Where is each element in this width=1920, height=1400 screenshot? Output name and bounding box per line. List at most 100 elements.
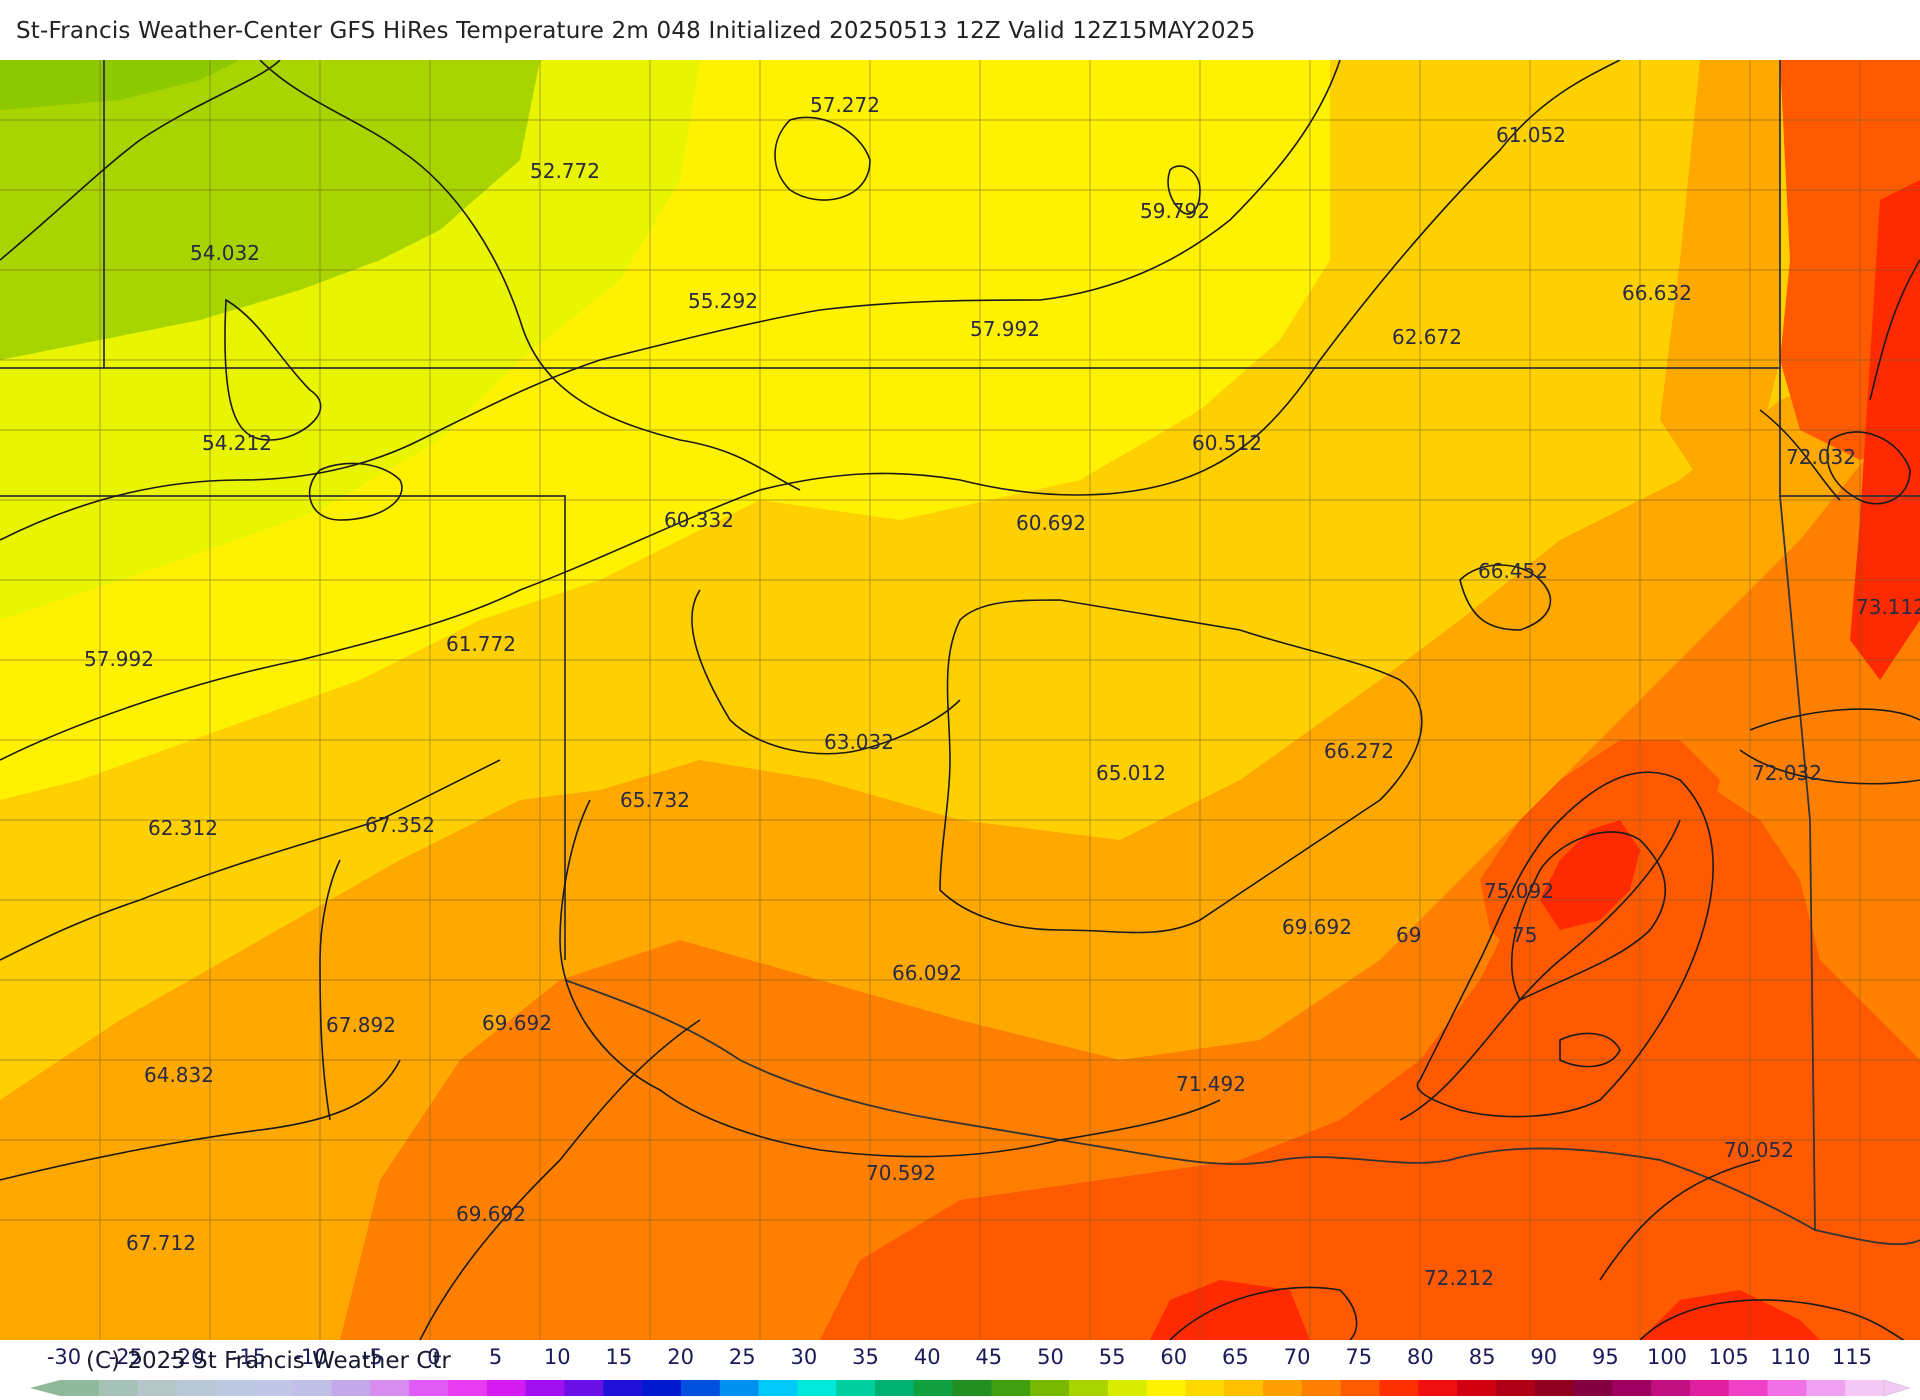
- point-label: 67.892: [326, 1013, 396, 1037]
- copyright-notice: (C) 2025 St Francis Weather Ctr: [86, 1348, 451, 1374]
- county-boundaries: [0, 60, 1920, 1340]
- colorbar-swatch: [797, 1380, 837, 1396]
- colorbar-tick-label: 105: [1709, 1345, 1749, 1369]
- fill-band-85c: [1640, 1290, 1820, 1340]
- colorbar-swatch: [836, 1380, 876, 1396]
- colorbar-swatch: [603, 1380, 643, 1396]
- colorbar-tick-label: 115: [1832, 1345, 1872, 1369]
- colorbar-tick-label: 40: [914, 1345, 941, 1369]
- colorbar-swatch: [448, 1380, 488, 1396]
- colorbar-tick-label: -20: [170, 1345, 204, 1369]
- point-label: 60.692: [1016, 511, 1086, 535]
- colorbar-swatch: [1534, 1380, 1575, 1396]
- point-label: 65.732: [620, 788, 690, 812]
- colorbar-tick-label: 60: [1160, 1345, 1187, 1369]
- colorbar-tick-label: -25: [109, 1345, 143, 1369]
- colorbar-swatch: [409, 1380, 449, 1396]
- point-label: 57.272: [810, 93, 880, 117]
- colorbar-tick-label: 25: [729, 1345, 756, 1369]
- colorbar-swatch: [1728, 1380, 1769, 1396]
- point-label: 62.312: [148, 816, 218, 840]
- point-label: 70.052: [1724, 1138, 1794, 1162]
- colorbar-swatch: [254, 1380, 294, 1396]
- colorbar-tick-label: 75: [1345, 1345, 1372, 1369]
- point-label: 60.332: [664, 508, 734, 532]
- point-label: 67.712: [126, 1231, 196, 1255]
- colorbar-swatch: [913, 1380, 954, 1396]
- colorbar-swatch: [1457, 1380, 1497, 1396]
- colorbar-swatch: [564, 1380, 604, 1396]
- colorbar-swatch: [1301, 1380, 1342, 1396]
- colorbar-tick-label: 15: [606, 1345, 633, 1369]
- colorbar-swatch: [1418, 1380, 1458, 1396]
- colorbar-swatch: [874, 1380, 915, 1396]
- colorbar-swatch: [176, 1380, 216, 1396]
- colorbar-swatch: [1379, 1380, 1419, 1396]
- point-label: 54.212: [202, 431, 272, 455]
- colorbar-swatches: [60, 1380, 1885, 1396]
- point-label: 72.212: [1424, 1266, 1494, 1290]
- colorbar-swatch: [1146, 1380, 1186, 1396]
- colorbar-tick-label: 10: [544, 1345, 571, 1369]
- point-label: 63.032: [824, 730, 894, 754]
- point-label: 57.992: [970, 317, 1040, 341]
- colorbar-swatch: [1030, 1380, 1070, 1396]
- colorbar-tick-label: 5: [489, 1345, 502, 1369]
- point-label: 75.092: [1484, 879, 1554, 903]
- point-label: 61.772: [446, 632, 516, 656]
- colorbar-right-arrow-icon: [1883, 1379, 1911, 1397]
- point-label: 69.692: [482, 1011, 552, 1035]
- colorbar-swatch: [486, 1380, 527, 1396]
- colorbar-swatch: [1689, 1380, 1730, 1396]
- colorbar-swatch: [98, 1380, 139, 1396]
- colorbar-swatch: [1069, 1380, 1109, 1396]
- colorbar-swatch: [758, 1380, 798, 1396]
- colorbar-swatch: [1573, 1380, 1613, 1396]
- colorbar-swatch: [1107, 1380, 1148, 1396]
- point-label: 72.032: [1752, 761, 1822, 785]
- colorbar-tick-label: 110: [1770, 1345, 1810, 1369]
- colorbar-swatch: [642, 1380, 682, 1396]
- colorbar-swatch: [1845, 1380, 1885, 1396]
- fill-band-85: [1540, 820, 1640, 930]
- point-label: 65.012: [1096, 761, 1166, 785]
- point-label: 66.632: [1622, 281, 1692, 305]
- colorbar-tick-labels: -30 -25 -20 -15 -10 -5 0 5 10 15 20 25 30 35 40 45 50 55 6…: [47, 1345, 1872, 1369]
- fill-band-50: [0, 60, 540, 360]
- point-label: 71.492: [1176, 1072, 1246, 1096]
- colorbar-tick-label: 35: [852, 1345, 879, 1369]
- map-title: St-Francis Weather-Center GFS HiRes Temp…: [16, 18, 1256, 44]
- colorbar-swatch: [1806, 1380, 1846, 1396]
- colorbar-tick-label: 45: [975, 1345, 1002, 1369]
- colorbar-swatch: [292, 1380, 333, 1396]
- fill-band-85b: [1150, 1280, 1310, 1340]
- state-boundaries: [0, 60, 1920, 1246]
- colorbar-swatch: [215, 1380, 255, 1396]
- point-label: 52.772: [530, 159, 600, 183]
- temperature-colorbar: -30 -25 -20 -15 -10 -5 0 5 10 15 20 25 30 35 40 45 50 55 6…: [30, 1345, 1911, 1397]
- colorbar-swatch: [1224, 1380, 1264, 1396]
- colorbar-tick-label: 95: [1592, 1345, 1619, 1369]
- colorbar-swatch: [991, 1380, 1031, 1396]
- colorbar-swatch: [1340, 1380, 1380, 1396]
- colorbar-swatch: [60, 1380, 100, 1396]
- colorbar-tick-label: 30: [791, 1345, 818, 1369]
- point-label: 62.672: [1392, 325, 1462, 349]
- temperature-contours: [0, 60, 1920, 1340]
- temperature-fill-layer: [0, 60, 1920, 1340]
- point-label: 57.992: [84, 647, 154, 671]
- colorbar-tick-label: 65: [1222, 1345, 1249, 1369]
- colorbar-tick-label: 0: [427, 1345, 440, 1369]
- colorbar-swatch: [719, 1380, 760, 1396]
- point-label: 59.792: [1140, 199, 1210, 223]
- point-label: 60.512: [1192, 431, 1262, 455]
- colorbar-swatch: [525, 1380, 566, 1396]
- colorbar-swatch: [680, 1380, 721, 1396]
- contour-label: 75: [1512, 923, 1537, 947]
- colorbar-tick-label: 55: [1099, 1345, 1126, 1369]
- point-label: 69.692: [456, 1202, 526, 1226]
- point-label: 54.032: [190, 241, 260, 265]
- temperature-map: 57.272 52.772 54.032 55.292 57.992 59.79…: [0, 60, 1920, 1340]
- fill-band-80: [820, 780, 1920, 1340]
- colorbar-swatch: [1263, 1380, 1303, 1396]
